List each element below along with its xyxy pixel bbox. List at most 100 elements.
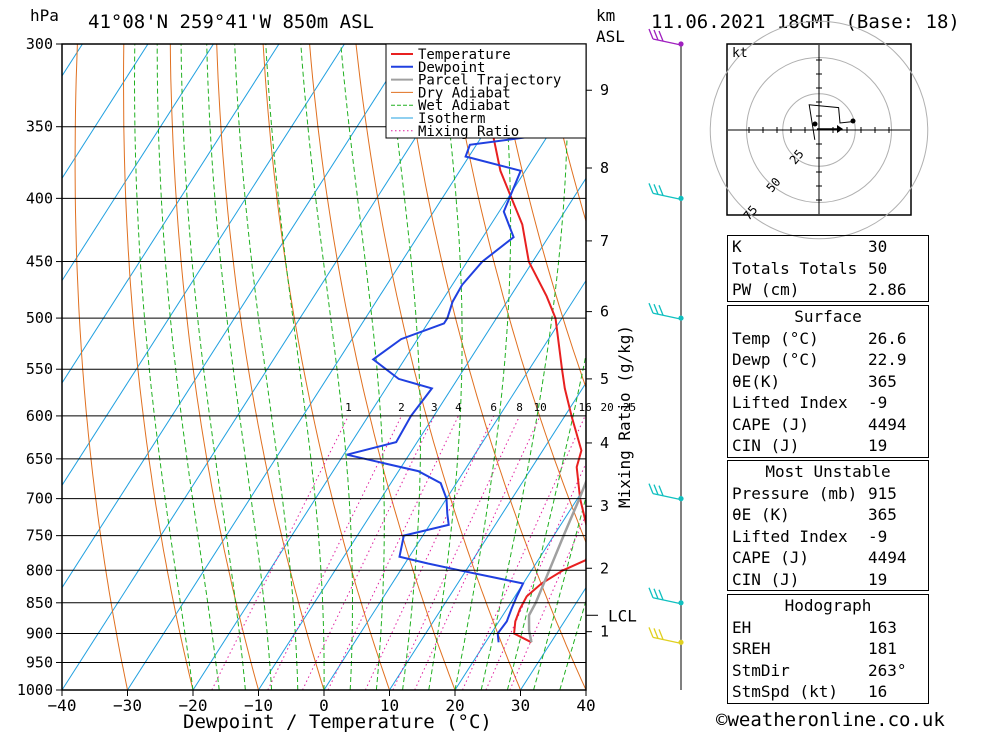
hodo-row: SREH 181 xyxy=(728,638,928,660)
dry-adiabat-line xyxy=(74,44,128,690)
mu-label: Lifted Index xyxy=(732,526,848,546)
wind-barb-flag xyxy=(648,183,654,194)
wet-adiabat-line xyxy=(506,352,586,690)
mixing-ratio-label: 8 xyxy=(516,401,523,414)
wind-barb-flag xyxy=(658,185,664,196)
pressure-label: 550 xyxy=(26,360,53,378)
wind-barb-flag xyxy=(653,588,659,600)
hodo-label: SREH xyxy=(732,639,771,658)
mu-value: 4494 xyxy=(868,548,907,567)
mixing-ratio-label: 1 xyxy=(345,401,352,414)
legend-label: Dewpoint xyxy=(418,60,485,76)
index-label: Totals Totals xyxy=(732,258,858,278)
mixing-ratio-label: 2 xyxy=(398,401,405,414)
dry-adiabat-line xyxy=(122,44,194,690)
legend-label: Dry Adiabat xyxy=(418,85,511,101)
hodo-row: EH 163 xyxy=(728,617,928,639)
pressure-label: 1000 xyxy=(17,681,53,699)
wet-adiabat-line xyxy=(265,44,325,690)
km-label: 8 xyxy=(600,159,609,177)
mu-value: 19 xyxy=(868,569,888,589)
index-label: K xyxy=(732,237,742,256)
km-label: 6 xyxy=(600,303,609,321)
legend-label: Temperature xyxy=(418,47,511,63)
isotherm-line xyxy=(389,382,586,690)
wind-barb xyxy=(648,483,682,501)
lcl-label: LCL xyxy=(608,606,637,625)
hodograph-ring xyxy=(709,20,929,240)
wet-adiabat-line xyxy=(533,495,586,690)
wind-barb-staff xyxy=(652,38,682,46)
temperature-tick-label: 30 xyxy=(511,696,530,715)
km-label: km xyxy=(596,6,615,25)
hodo-value: 163 xyxy=(868,617,897,637)
wind-barb-flag xyxy=(653,184,659,195)
wind-barb-flag xyxy=(648,587,654,599)
wet-adiabat-line xyxy=(386,44,422,690)
wind-barb-flag xyxy=(658,304,664,316)
surface-box: Surface Temp (°C) 26.6 Dewp (°C) 22.9 θE(K… xyxy=(727,305,929,458)
mixing-ratio-label: 3 xyxy=(431,401,438,414)
surface-value: 19 xyxy=(868,436,888,455)
isotherm-line xyxy=(62,44,214,282)
hodograph-unit: kt xyxy=(732,46,748,61)
km-label: 9 xyxy=(600,81,609,99)
mu-row: Lifted Index -9 xyxy=(728,526,928,548)
index-value: 30 xyxy=(868,237,888,256)
mixing-ratio-label: 10 xyxy=(534,401,547,414)
wind-barb-flag xyxy=(648,483,654,494)
wet-adiabat-line xyxy=(428,44,463,690)
wind-barb-flag xyxy=(658,485,664,496)
mixing-ratio-axis-label: Mixing Ratio (g/kg) xyxy=(615,325,634,508)
hodograph-trace xyxy=(808,104,853,140)
wind-barb-flag xyxy=(653,29,659,41)
wind-barb-flag xyxy=(653,484,659,495)
pressure-label: 650 xyxy=(26,450,53,468)
wind-barb-staff xyxy=(652,597,682,605)
surface-label: Temp (°C) xyxy=(732,328,819,348)
surface-row: Dewp (°C) 22.9 xyxy=(728,349,928,371)
credit-link[interactable]: ©weatheronline.co.uk xyxy=(716,709,945,731)
hpa-label: hPa xyxy=(30,6,59,25)
index-row: PW (cm) 2.86 xyxy=(728,279,928,301)
isotherm-line xyxy=(127,44,542,690)
temperature-tick-label: −30 xyxy=(113,696,142,715)
wind-barb-flag xyxy=(648,627,654,638)
mu-label: CAPE (J) xyxy=(732,548,810,567)
surface-value: -9 xyxy=(868,393,888,412)
hodograph-top-dot xyxy=(850,118,856,124)
isotherm-line xyxy=(0,44,17,690)
dewpoint-line xyxy=(346,44,549,643)
hodograph-surface-dot xyxy=(812,121,818,127)
mu-value: 915 xyxy=(868,483,897,503)
mixing-ratio-line xyxy=(462,415,586,690)
pressure-label: 950 xyxy=(26,653,53,671)
mu-row: CAPE (J) 4494 xyxy=(728,547,928,569)
hodo-label: EH xyxy=(732,617,752,637)
wind-barb-flag xyxy=(658,629,664,640)
legend-label: Mixing Ratio xyxy=(418,124,519,140)
mixing-ratio-label: 4 xyxy=(455,401,462,414)
legend-label: Wet Adiabat xyxy=(418,98,511,114)
wind-barb xyxy=(648,183,682,200)
temperature-tick-label: 0 xyxy=(319,696,329,715)
mu-label: Pressure (mb) xyxy=(732,483,858,503)
surface-value: 4494 xyxy=(868,414,907,434)
isotherm-line xyxy=(62,44,411,589)
isotherm-line xyxy=(62,44,476,690)
wet-adiabat-line xyxy=(180,44,246,690)
mixing-ratio-line xyxy=(211,415,349,690)
pressure-label: 300 xyxy=(26,35,53,53)
hodo-value: 263° xyxy=(868,660,907,680)
wet-adiabat-line xyxy=(300,44,353,690)
surface-label: Lifted Index xyxy=(732,393,848,412)
wind-barb-flag xyxy=(658,30,664,42)
mixing-ratio-line xyxy=(509,513,586,690)
surface-label: CAPE (J) xyxy=(732,414,810,434)
km-label: 3 xyxy=(600,497,609,515)
x-axis-label: Dewpoint / Temperature (°C) xyxy=(183,711,492,733)
hodo-row: StmDir 263° xyxy=(728,660,928,682)
mu-row: θE (K) 365 xyxy=(728,504,928,526)
